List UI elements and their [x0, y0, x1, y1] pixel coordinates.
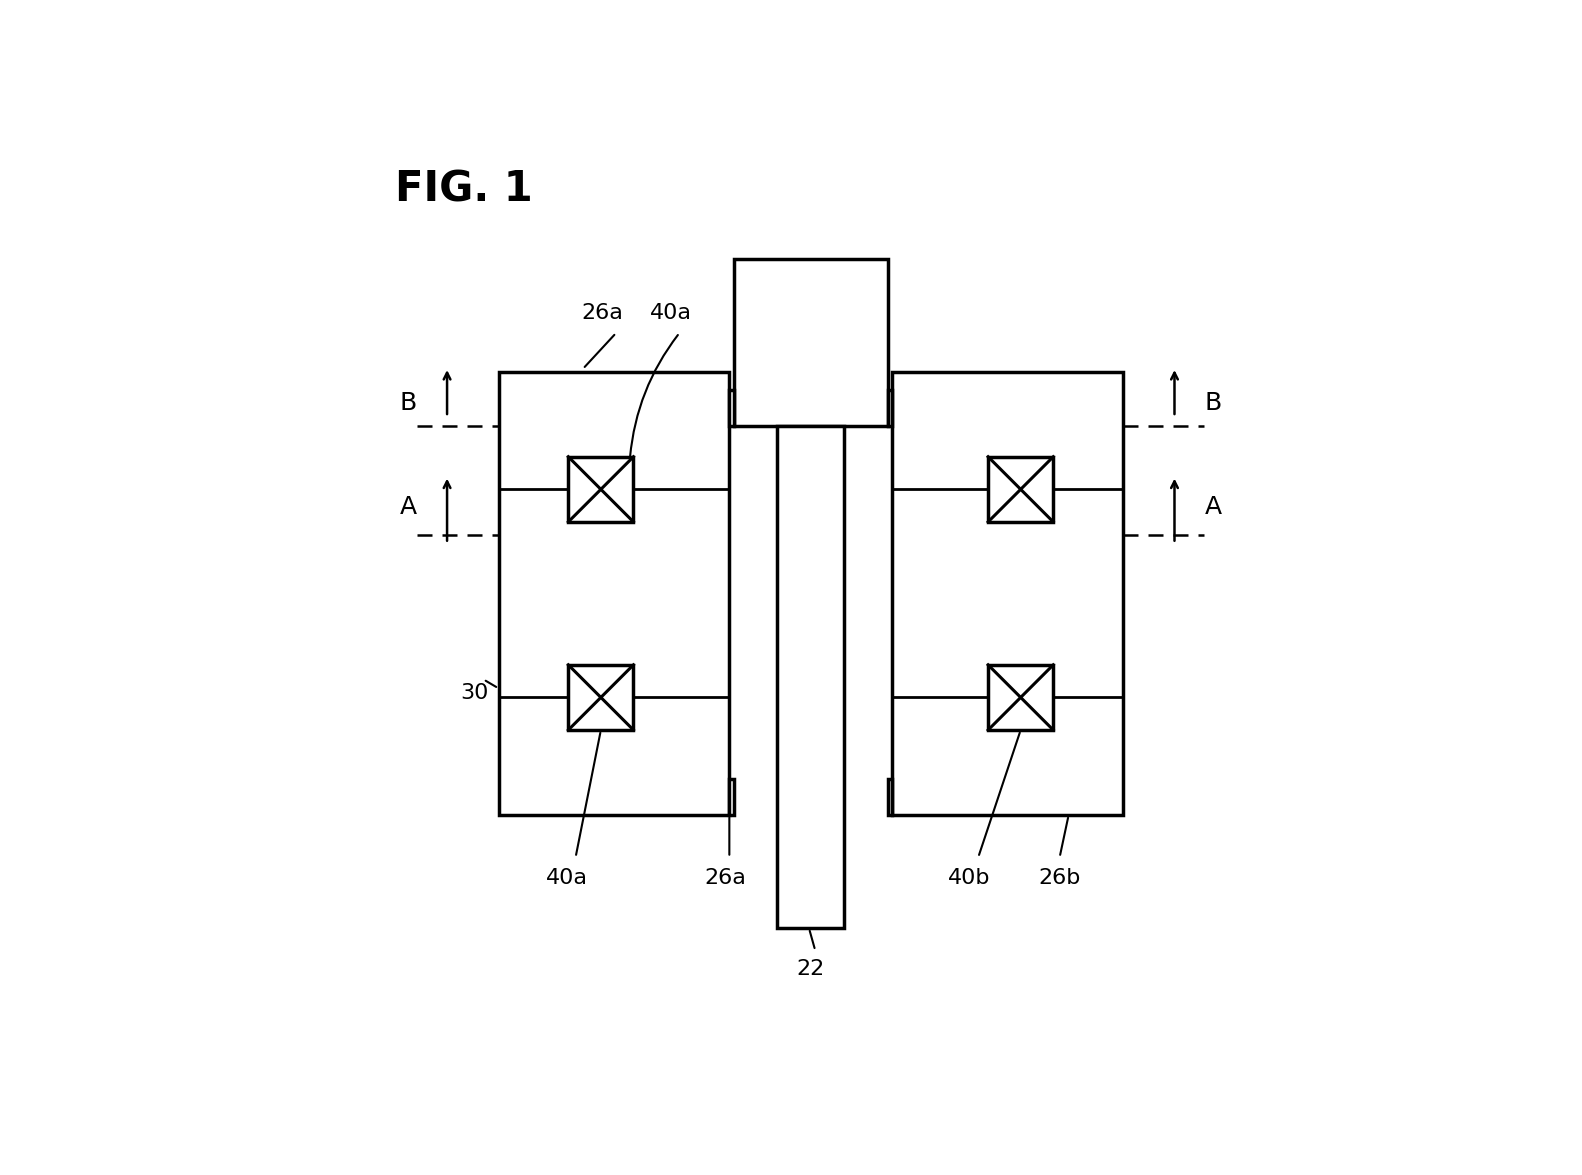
Text: 26a: 26a — [582, 303, 623, 323]
Text: B: B — [1205, 391, 1221, 416]
Text: 40a: 40a — [546, 868, 587, 888]
Bar — [777, 427, 845, 928]
Text: A: A — [400, 496, 416, 519]
Bar — [729, 779, 734, 815]
Text: 30: 30 — [460, 683, 489, 703]
Text: 40a: 40a — [650, 303, 691, 323]
Bar — [989, 457, 1054, 522]
Bar — [734, 258, 888, 427]
Bar — [568, 457, 633, 522]
Text: 26b: 26b — [1038, 868, 1081, 888]
Bar — [729, 390, 734, 427]
Bar — [888, 779, 892, 815]
Bar — [498, 371, 729, 815]
Text: 40b: 40b — [948, 868, 990, 888]
Text: A: A — [1205, 496, 1221, 519]
Text: 26a: 26a — [704, 868, 745, 888]
Text: FIG. 1: FIG. 1 — [394, 168, 532, 210]
Text: 22: 22 — [797, 959, 824, 979]
Text: B: B — [400, 391, 416, 416]
Bar — [888, 390, 892, 427]
Bar — [892, 371, 1123, 815]
Bar — [568, 665, 633, 730]
Bar — [989, 665, 1054, 730]
